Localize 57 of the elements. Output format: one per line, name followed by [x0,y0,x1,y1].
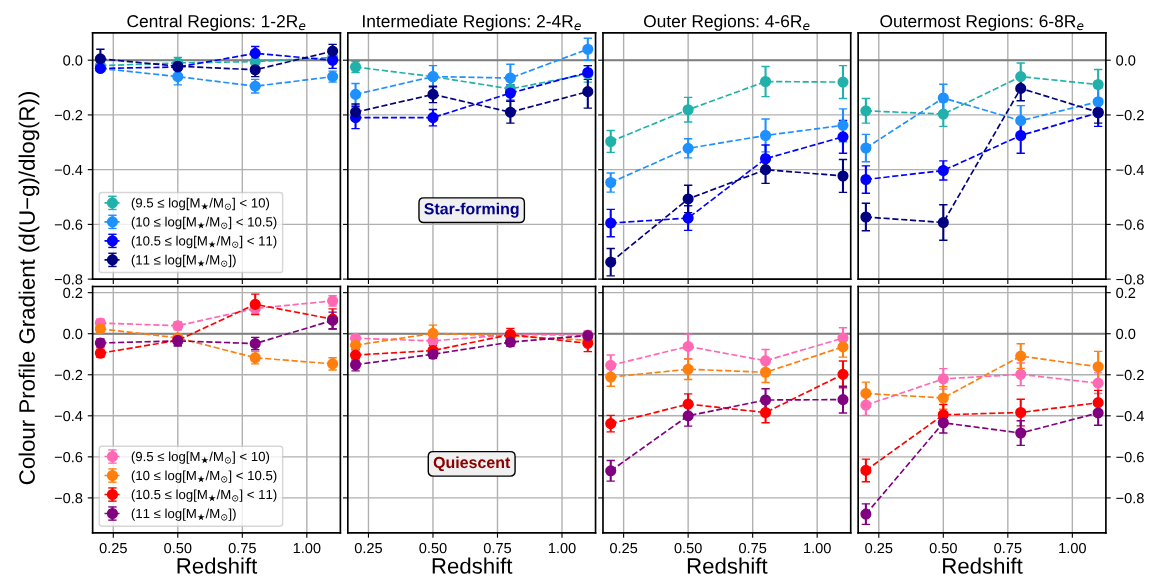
x-tick-label: 0.75 [739,542,767,554]
y-tick-label: 0.0 [1116,328,1136,340]
legend-label: (10 ≤ log[M$_{★}$/M$_{⊙}$] < 10.5) [131,216,277,230]
x-tick-label: 0.75 [228,542,256,554]
x-tick-label: 1.00 [293,542,321,554]
legend-label: (9.5 ≤ log[M$_{★}$/M$_{⊙}$] < 10) [131,197,270,211]
legend-label: (10.5 ≤ log[M$_{★}$/M$_{⊙}$] < 11) [131,489,277,502]
x-tick-label: 0.50 [164,542,192,554]
x-axis-title: Redshift [943,557,1023,574]
y-tick-label: −0.6 [54,219,83,230]
x-tick-label: 1.00 [804,542,831,554]
legend-label: (11 ≤ log[M$_{★}$/M$_{⊙}$]) [131,508,236,521]
x-tick-label: 0.50 [419,542,447,554]
y-tick-label: −0.6 [54,451,83,463]
x-axis-title: Redshift [687,557,768,574]
chart-title: Central Regions: 1-2R$_{e}$ [127,14,306,31]
chart-title: Outer Regions: 4-6R$_{e}$ [643,14,810,31]
x-tick-label: 0.50 [929,542,957,554]
annotation: Star-forming [424,202,519,218]
legend-label: (11 ≤ log[M$_{★}$/M$_{⊙}$]) [131,254,236,268]
x-tick-label: 1.00 [548,542,576,554]
x-tick-label: 0.25 [865,542,893,554]
x-axis-title: Redshift [177,557,258,574]
y-tick-label: −0.8 [1116,493,1144,504]
y-tick-label: −0.2 [54,369,83,381]
y-tick-label: 0.0 [1116,55,1136,66]
y-tick-label: −0.2 [1116,110,1144,121]
x-tick-label: 0.75 [994,542,1022,554]
x-tick-label: 0.25 [610,542,638,554]
y-tick-label: 0.2 [1116,287,1136,299]
y-tick-label: −0.4 [54,164,83,176]
y-tick-label: −0.4 [1116,410,1144,422]
y-tick-label: 0.2 [63,287,83,299]
legend-label: (10.5 ≤ log[M$_{★}$/M$_{⊙}$] < 11) [131,235,277,249]
y-tick-label: −0.2 [1116,369,1144,381]
y-tick-label: −0.2 [54,110,83,121]
y-tick-label: −0.6 [1116,219,1144,230]
legend-label: (10 ≤ log[M$_{★}$/M$_{⊙}$] < 10.5) [131,470,277,483]
y-tick-label: −0.8 [1116,274,1144,285]
x-axis-title: Redshift [432,557,513,574]
y-tick-label: −0.6 [1116,451,1144,463]
chart-title: Intermediate Regions: 2-4R$_{e}$ [363,14,581,31]
y-axis-title: Colour Profile Gradient (d(U−g)/dlog(R)) [18,92,40,485]
x-tick-label: 0.25 [354,542,383,554]
y-tick-label: −0.4 [1116,164,1144,176]
chart-title: Outermost Regions: 6-8R$_{e}$ [880,14,1084,31]
legend-label: (9.5 ≤ log[M$_{★}$/M$_{⊙}$] < 10) [131,451,270,464]
y-tick-label: 0.0 [63,328,83,340]
x-tick-label: 0.50 [674,542,702,554]
y-tick-label: −0.4 [54,410,83,422]
y-tick-label: −0.8 [54,274,83,285]
x-tick-label: 0.25 [99,542,127,554]
x-tick-label: 1.00 [1059,542,1086,554]
y-tick-label: 0.0 [63,55,83,66]
y-tick-label: −0.8 [54,493,83,504]
annotation: Quiescent [433,456,511,472]
x-tick-label: 0.75 [483,542,512,554]
